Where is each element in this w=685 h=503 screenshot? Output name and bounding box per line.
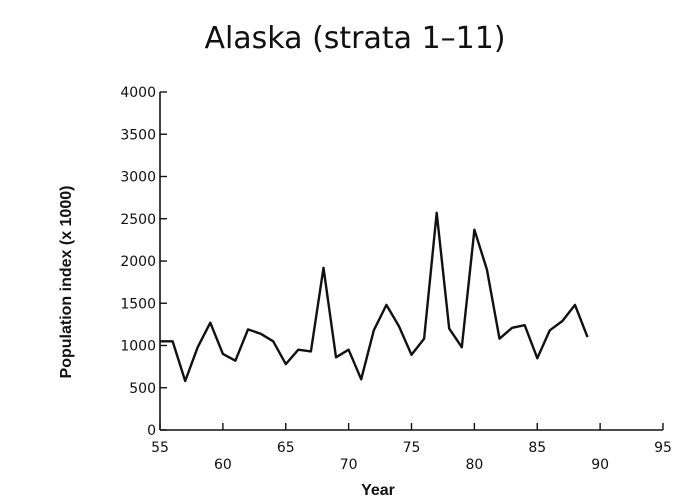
x-tick-label: 55 — [151, 440, 169, 456]
y-tick-label: 1500 — [120, 296, 156, 312]
x-tick-label: 90 — [591, 457, 609, 473]
x-tick-label: 95 — [654, 440, 672, 456]
x-tick-labels: 55 60 65 70 75 80 85 90 95 — [151, 440, 672, 473]
y-tick-label: 500 — [129, 381, 156, 397]
axes — [159, 91, 664, 431]
y-tick-label: 0 — [147, 423, 156, 439]
y-tick-label: 1000 — [120, 339, 156, 355]
x-tick-label: 70 — [340, 457, 358, 473]
x-tick-label: 85 — [528, 440, 546, 456]
y-tick-label: 3500 — [120, 127, 156, 143]
y-tick-labels: 0 500 1000 1500 2000 2500 3000 3500 4000 — [120, 85, 156, 439]
y-tick-label: 2000 — [120, 254, 156, 270]
y-tick-label: 4000 — [120, 85, 156, 101]
x-tick-label: 80 — [465, 457, 483, 473]
x-tick-label: 75 — [403, 440, 421, 456]
chart-title: Alaska (strata 1–11) — [204, 21, 505, 56]
y-tick-label: 2500 — [120, 212, 156, 228]
x-tick-label: 65 — [277, 440, 295, 456]
x-axis-title: Year — [361, 482, 395, 499]
data-line — [160, 211, 589, 383]
y-axis-title: Population index (x 1000) — [58, 186, 75, 379]
x-tick-label: 60 — [214, 457, 232, 473]
y-tick-label: 3000 — [120, 170, 156, 186]
